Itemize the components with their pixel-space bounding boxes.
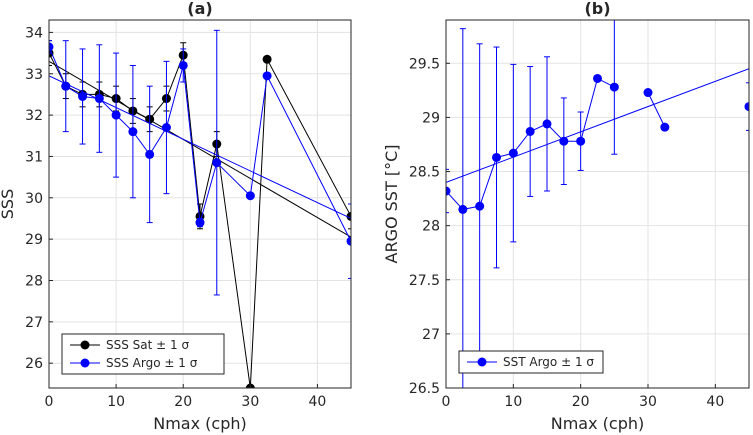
panel-series-layer — [442, 20, 753, 390]
data-point — [644, 88, 653, 97]
panel-a-y-axis-label: SSS — [0, 189, 17, 219]
data-point — [196, 218, 205, 227]
panel-b-y-axis-label: ARGO SST [°C] — [382, 145, 401, 264]
legend-swatch-sst-argo-marker — [478, 358, 487, 367]
y-tick-label: 34 — [25, 25, 43, 41]
x-tick-label: 20 — [174, 394, 192, 410]
panel-b-legend: SST Argo ± 1 σ — [459, 351, 603, 373]
series-line-0 — [648, 93, 665, 128]
x-tick-label: 30 — [241, 394, 259, 410]
panel-a-title: (a) — [187, 0, 212, 18]
data-point — [212, 158, 221, 167]
x-tick-label: 0 — [442, 394, 451, 410]
data-point — [526, 127, 535, 136]
y-tick-label: 27 — [422, 327, 440, 343]
y-tick-label: 28 — [25, 273, 43, 289]
y-tick-label: 28 — [422, 219, 440, 235]
data-point — [179, 61, 188, 70]
data-point — [610, 83, 619, 92]
y-tick-label: 27 — [25, 315, 43, 331]
data-point — [162, 123, 171, 132]
legend-swatch-sss-sat-marker — [81, 341, 90, 350]
y-tick-label: 31 — [25, 149, 43, 165]
y-tick-label: 26 — [25, 356, 43, 372]
x-tick-label: 0 — [45, 394, 54, 410]
data-point — [458, 205, 467, 214]
panel-a-legend: SSS Sat ± 1 σ SSS Argo ± 1 σ — [62, 334, 224, 374]
y-tick-label: 29 — [422, 110, 440, 126]
y-tick-label: 32 — [25, 108, 43, 124]
y-tick-label: 29 — [25, 232, 43, 248]
y-tick-label: 27.5 — [409, 273, 440, 289]
y-tick-label: 30 — [25, 191, 43, 207]
panel-b: 0 10 20 30 40 26.5 27 27.5 28 28.5 29 29.5 (b) Nmax… — [382, 0, 753, 433]
panel-a: 0 10 20 30 40 26 27 28 29 30 31 32 33 34 (a) Nmax (cp… — [0, 0, 356, 433]
x-tick-label: 30 — [639, 394, 657, 410]
y-tick-label: 28.5 — [409, 165, 440, 181]
x-tick-label: 20 — [572, 394, 590, 410]
y-tick-label: 26.5 — [409, 381, 440, 397]
x-tick-label: 40 — [309, 394, 327, 410]
legend-label-sss-sat: SSS Sat ± 1 σ — [106, 338, 189, 352]
y-tick-label: 29.5 — [409, 56, 440, 72]
trend-line-0 — [446, 69, 749, 183]
data-point — [128, 127, 137, 136]
legend-swatch-sss-argo-marker — [81, 359, 90, 368]
panel-b-plot-area — [442, 20, 753, 390]
panel-b-x-axis-label: Nmax (cph) — [551, 414, 645, 433]
data-point — [492, 153, 501, 162]
data-point — [78, 92, 87, 101]
data-point — [95, 94, 104, 103]
data-point — [61, 82, 70, 91]
panel-a-x-axis-label: Nmax (cph) — [153, 414, 247, 433]
x-tick-label: 10 — [107, 394, 125, 410]
y-tick-label: 33 — [25, 67, 43, 83]
data-point — [559, 137, 568, 146]
panel-b-title: (b) — [584, 0, 610, 18]
data-point — [246, 191, 255, 200]
trend-line-1 — [49, 76, 351, 219]
data-point — [263, 71, 272, 80]
data-point — [660, 123, 669, 132]
legend-label-sss-argo: SSS Argo ± 1 σ — [106, 356, 198, 370]
data-point — [509, 149, 518, 158]
figure: 0 10 20 30 40 26 27 28 29 30 31 32 33 34 (a) Nmax (cp… — [0, 0, 753, 435]
x-tick-label: 10 — [504, 394, 522, 410]
data-point — [593, 74, 602, 83]
x-tick-label: 40 — [706, 394, 724, 410]
data-point — [576, 137, 585, 146]
legend-label-sst-argo: SST Argo ± 1 σ — [503, 355, 594, 369]
data-point — [263, 55, 272, 64]
data-point — [112, 111, 121, 120]
data-point — [543, 119, 552, 128]
data-point — [145, 150, 154, 159]
data-point — [475, 202, 484, 211]
